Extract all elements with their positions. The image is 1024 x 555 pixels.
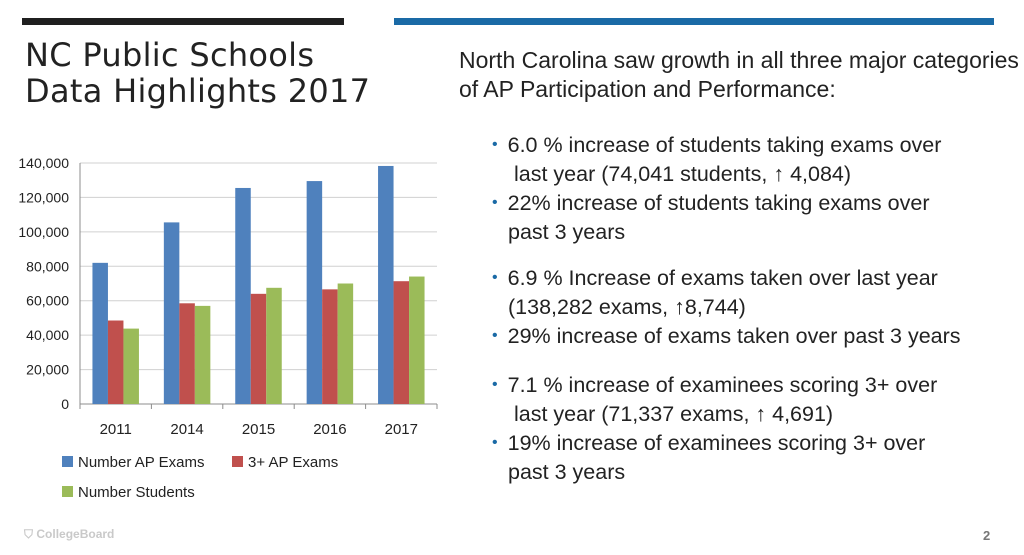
x-tick-label: 2011 — [100, 421, 132, 438]
bullet-dot-icon: • — [492, 194, 498, 211]
bar-number-ap-exams-2015 — [235, 187, 251, 404]
footer-logo-text: CollegeBoard — [36, 527, 115, 541]
y-tick-label: 140,000 — [18, 155, 69, 171]
bullet-item: • 22% increase of students taking exams o… — [492, 190, 929, 246]
bullet-line-2: (138,282 exams, ↑8,744) — [508, 295, 746, 319]
y-tick-label: 20,000 — [26, 362, 69, 378]
bar-number-students-2015 — [266, 287, 282, 404]
bullet-dot-icon: • — [492, 136, 498, 153]
bullet-dot-icon: • — [492, 376, 498, 393]
page-number: 2 — [983, 528, 991, 543]
bullet-item: • 6.0 % increase of students taking exams… — [492, 132, 941, 188]
y-tick-label: 60,000 — [26, 293, 69, 309]
bullet-item: • 7.1 % increase of examinees scoring 3+ … — [492, 372, 937, 428]
bullet-line-1: 6.9 % Increase of exams taken over last … — [507, 266, 938, 290]
bullet-line-2: last year (74,041 students, ↑ 4,084) — [514, 162, 852, 186]
legend-swatch — [232, 456, 243, 467]
intro-text: North Carolina saw growth in all three m… — [459, 47, 1019, 102]
legend-label: Number Students — [78, 484, 195, 501]
bullet-line-2: past 3 years — [508, 460, 626, 484]
bullet-line-1: 6.0 % increase of students taking exams … — [507, 133, 942, 157]
title-line-2: Data Highlights 2017 — [25, 72, 371, 110]
bar-3-ap-exams-2015 — [250, 293, 267, 404]
bullet-item: • 29% increase of exams taken over past 3… — [492, 323, 961, 352]
bar-number-students-2016 — [337, 283, 354, 404]
bar-number-students-2017 — [409, 276, 425, 404]
y-tick-label: 0 — [61, 396, 69, 412]
bar-number-ap-exams-2014 — [163, 222, 180, 404]
page-title: NC Public Schools Data Highlights 2017 — [25, 37, 385, 109]
legend-label: Number AP Exams — [78, 454, 204, 471]
legend-label: 3+ AP Exams — [248, 454, 338, 471]
bar-number-ap-exams-2016 — [306, 181, 323, 404]
x-tick-label: 2014 — [170, 421, 203, 438]
bar-number-ap-exams-2011 — [92, 262, 108, 404]
ap-bar-chart: 0 20,000 40,000 60,000 80,000 100,000 120,000 1… — [18, 155, 438, 501]
x-tick-label: 2015 — [242, 421, 275, 438]
x-tick-label: 2016 — [313, 421, 346, 438]
bar-3-ap-exams-2016 — [322, 289, 338, 404]
bar-number-students-2011 — [123, 328, 139, 404]
bullet-line-2: past 3 years — [508, 220, 626, 244]
bullet-line-1: 22% increase of students taking exams ov… — [507, 191, 930, 215]
bar-number-students-2014 — [194, 305, 211, 404]
title-line-1: NC Public Schools — [25, 36, 315, 74]
legend-swatch — [62, 486, 73, 497]
bar-3-ap-exams-2014 — [179, 303, 195, 404]
legend-swatch — [62, 456, 73, 467]
bar-3-ap-exams-2017 — [393, 281, 410, 404]
bullet-dot-icon: • — [492, 327, 498, 344]
bullet-line-2: last year (71,337 exams, ↑ 4,691) — [514, 402, 834, 426]
y-tick-label: 120,000 — [18, 189, 69, 205]
bar-3-ap-exams-2011 — [107, 320, 124, 404]
content-divider-bar — [394, 18, 994, 25]
bullet-line-1: 7.1 % increase of examinees scoring 3+ o… — [507, 373, 938, 397]
title-divider-bar — [22, 18, 344, 25]
y-tick-label: 80,000 — [26, 258, 69, 274]
x-tick-label: 2017 — [385, 421, 418, 438]
bar-number-ap-exams-2017 — [378, 165, 394, 404]
y-tick-label: 100,000 — [18, 224, 69, 240]
bullet-line-1: 29% increase of exams taken over past 3 … — [507, 324, 961, 348]
bullet-dot-icon: • — [492, 269, 498, 286]
bullet-dot-icon: • — [492, 434, 498, 451]
acorn-icon: ⛉ — [24, 527, 34, 541]
bullet-item: • 6.9 % Increase of exams taken over last… — [492, 265, 938, 321]
y-tick-label: 40,000 — [26, 327, 69, 343]
collegeboard-logo: ⛉ CollegeBoard — [24, 527, 114, 542]
bullet-line-1: 19% increase of examinees scoring 3+ ove… — [507, 431, 926, 455]
bullet-item: • 19% increase of examinees scoring 3+ ov… — [492, 430, 925, 486]
